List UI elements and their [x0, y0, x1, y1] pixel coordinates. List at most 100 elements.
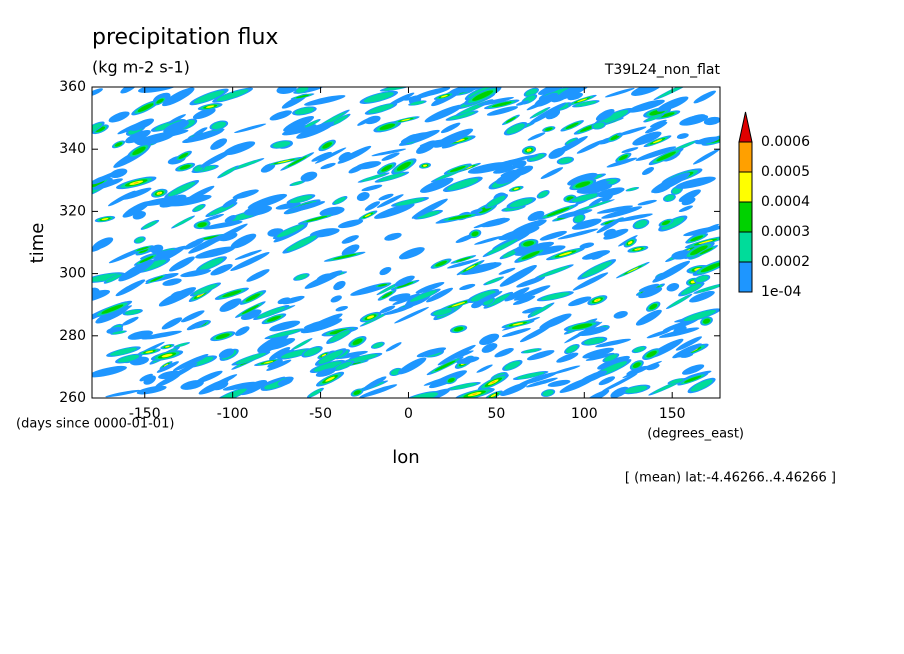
field-patch [156, 361, 179, 373]
field-patch [501, 327, 531, 338]
field-patch [197, 222, 207, 228]
field-patch [377, 283, 388, 287]
field-patch [471, 262, 497, 274]
field-patch [401, 118, 411, 122]
note: [ (mean) lat:-4.46266..4.46266 ] [625, 471, 836, 486]
field-patch [504, 287, 530, 302]
field-patch [447, 377, 455, 383]
field-patch [385, 342, 402, 352]
y-tick-label: 360 [59, 79, 86, 95]
field-patch [584, 389, 610, 398]
colorbar-label: 0.0004 [761, 194, 810, 210]
field-patch [596, 299, 599, 301]
field-patch [260, 163, 276, 173]
field-patch [635, 146, 677, 161]
field-patch [610, 134, 620, 141]
field-patch [232, 189, 259, 200]
field-patch [136, 246, 149, 251]
field-patch [348, 164, 365, 174]
field-patch [92, 123, 103, 134]
field-patch [163, 120, 189, 134]
field-patch [486, 239, 518, 255]
field-patch [287, 201, 326, 213]
field-patch [585, 352, 615, 361]
field-patch [210, 263, 233, 276]
field-patch [277, 297, 291, 305]
field-patch [449, 111, 475, 120]
field-patch [92, 289, 111, 303]
field-patch [294, 273, 308, 280]
field-patch [512, 322, 524, 326]
field-patch [675, 176, 716, 189]
field-patch [335, 305, 348, 312]
field-patch [652, 139, 663, 144]
field-patch [678, 189, 701, 202]
field-patch [683, 309, 717, 322]
field-patch [276, 224, 305, 238]
field-patch [595, 338, 631, 348]
field-patch [433, 128, 474, 148]
field-patch [333, 196, 346, 204]
field-patch [597, 109, 629, 125]
field-patch [579, 242, 595, 249]
field-patch [359, 384, 398, 398]
field-patch [703, 116, 720, 126]
field-patch [275, 202, 301, 210]
field-patch [330, 295, 342, 303]
field-patch [210, 138, 228, 150]
field-patch [451, 302, 466, 307]
field-patch [341, 244, 360, 256]
field-patch [656, 151, 676, 162]
field-patch [610, 386, 629, 398]
field-patch [440, 122, 461, 134]
field-patch [105, 389, 141, 398]
field-patch [690, 245, 708, 256]
field-patch [268, 329, 301, 338]
field-patch [180, 269, 212, 278]
field-patch [124, 309, 141, 315]
field-patch [314, 147, 347, 164]
field-patch [516, 371, 545, 379]
x-units: (degrees_east) [647, 427, 744, 442]
field-patch [179, 164, 191, 170]
field-patch [193, 284, 218, 295]
field-patch [259, 343, 273, 353]
colorbar-box [738, 141, 753, 173]
field-patch [319, 206, 345, 217]
field-patch [632, 131, 662, 146]
y-tick-label: 260 [59, 390, 86, 406]
field-patch [652, 260, 691, 283]
field-patch [528, 149, 530, 151]
field-patch [203, 220, 243, 230]
field-patch [522, 306, 543, 314]
x-tick-label: -100 [217, 406, 249, 422]
field-patch [296, 87, 309, 93]
field-patch [362, 376, 387, 391]
field-patch [169, 256, 195, 272]
field-patch [656, 96, 689, 112]
field-patch [615, 213, 653, 222]
field-patch [568, 296, 592, 307]
field-patch [114, 142, 123, 147]
field-patch [379, 123, 396, 130]
colorbar-box [738, 231, 753, 263]
x-tick-label: 100 [571, 406, 598, 422]
field-patch [172, 353, 209, 372]
field-patch [122, 201, 150, 218]
field-patch [133, 182, 139, 184]
field-patch [689, 290, 715, 303]
field-patch [625, 385, 648, 394]
field-patch [180, 310, 205, 323]
field-patch [371, 148, 407, 157]
field-patch [230, 233, 257, 249]
field-patch [456, 356, 480, 364]
field-patch [513, 187, 519, 190]
field-patch [286, 235, 317, 252]
field-patch [287, 156, 307, 167]
field-patch [112, 330, 126, 335]
field-patch [383, 87, 411, 91]
field-patch [222, 290, 242, 298]
field-patch [672, 343, 702, 359]
field-patch [397, 282, 414, 288]
field-patch [219, 298, 242, 312]
